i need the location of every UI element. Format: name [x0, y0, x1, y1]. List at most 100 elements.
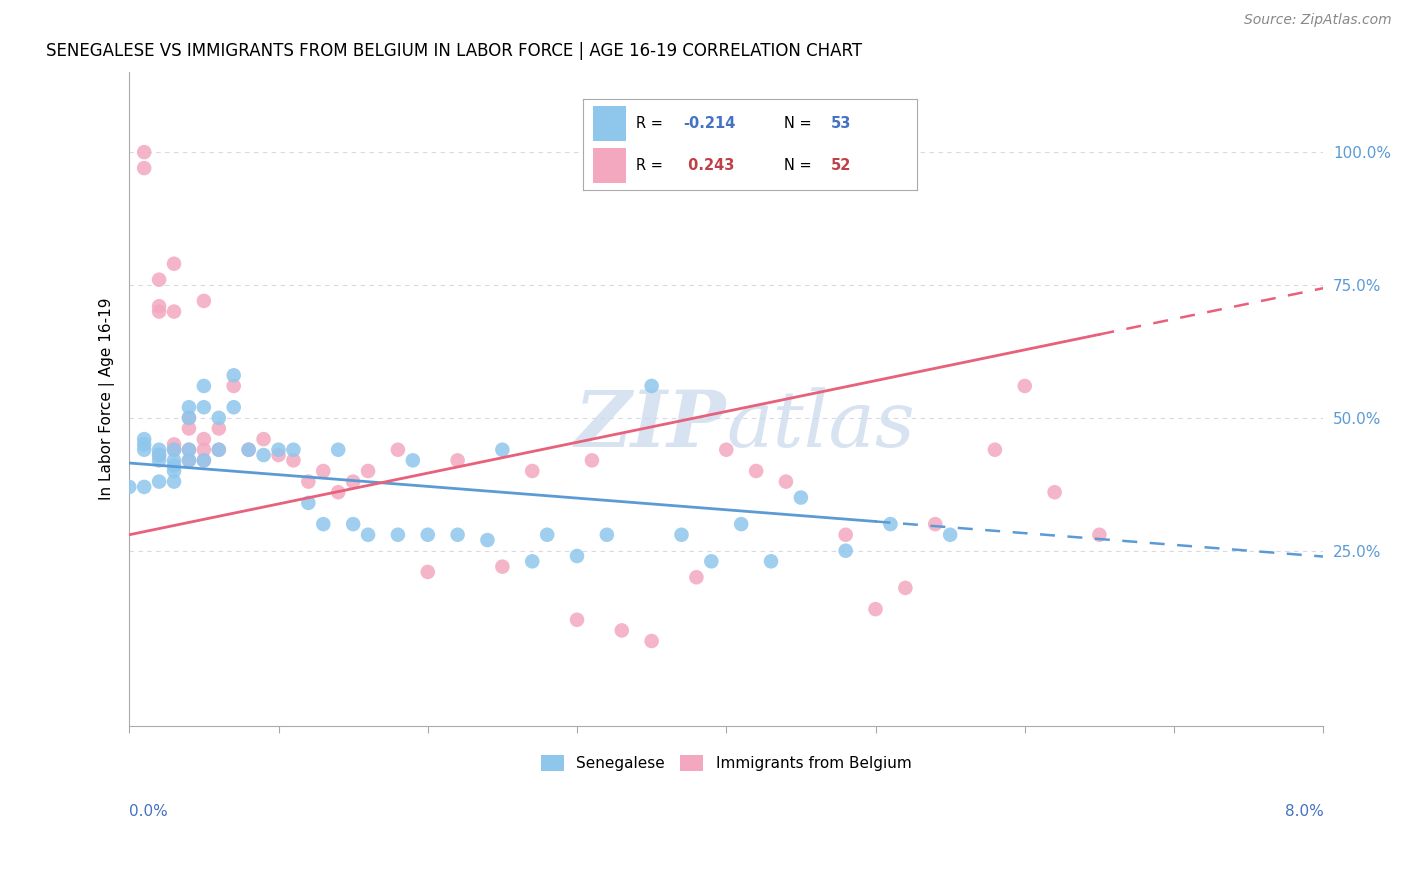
Text: ZIP: ZIP [575, 387, 727, 464]
Point [208, 410, 231, 425]
Point [730, 517, 752, 532]
Point [222, 401, 245, 415]
Text: Source: ZipAtlas.com: Source: ZipAtlas.com [1244, 13, 1392, 28]
Point [163, 453, 186, 467]
Point [745, 464, 768, 478]
Point [177, 421, 200, 435]
Point [297, 475, 319, 489]
Point [312, 517, 335, 532]
Point [163, 442, 186, 457]
Point [834, 543, 856, 558]
Text: 0.0%: 0.0% [129, 805, 167, 820]
Point [177, 442, 200, 457]
Point [446, 527, 468, 541]
Point [522, 464, 544, 478]
Point [939, 527, 962, 541]
Point [193, 442, 215, 457]
Point [416, 527, 439, 541]
Point [565, 613, 588, 627]
Text: 8.0%: 8.0% [1285, 805, 1323, 820]
Point [865, 602, 887, 616]
Point [222, 379, 245, 393]
Text: SENEGALESE VS IMMIGRANTS FROM BELGIUM IN LABOR FORCE | AGE 16-19 CORRELATION CHA: SENEGALESE VS IMMIGRANTS FROM BELGIUM IN… [45, 42, 862, 60]
Point [163, 442, 186, 457]
Legend: Senegalese, Immigrants from Belgium: Senegalese, Immigrants from Belgium [536, 749, 917, 777]
Point [238, 442, 260, 457]
Point [834, 527, 856, 541]
Point [759, 554, 782, 568]
Point [775, 475, 797, 489]
Point [446, 453, 468, 467]
Point [477, 533, 499, 547]
Point [1088, 527, 1111, 541]
Point [1014, 379, 1036, 393]
Point [267, 442, 290, 457]
Point [148, 442, 170, 457]
Point [522, 554, 544, 568]
Point [252, 448, 274, 462]
Point [208, 421, 231, 435]
Point [267, 448, 290, 462]
Point [416, 565, 439, 579]
Point [134, 161, 156, 175]
Point [283, 442, 305, 457]
Point [685, 570, 707, 584]
Point [716, 442, 738, 457]
Point [148, 453, 170, 467]
Point [177, 453, 200, 467]
Point [1043, 485, 1066, 500]
Point [177, 410, 200, 425]
Point [208, 442, 231, 457]
Point [148, 299, 170, 313]
Point [148, 304, 170, 318]
Point [134, 145, 156, 160]
Point [342, 475, 364, 489]
Point [163, 464, 186, 478]
Point [671, 527, 693, 541]
Point [700, 554, 723, 568]
Point [163, 437, 186, 451]
Point [148, 475, 170, 489]
Point [790, 491, 813, 505]
Point [193, 379, 215, 393]
Point [193, 293, 215, 308]
Point [193, 453, 215, 467]
Point [357, 464, 380, 478]
Point [342, 517, 364, 532]
Point [536, 527, 558, 541]
Point [177, 442, 200, 457]
Point [283, 453, 305, 467]
Text: atlas: atlas [727, 387, 915, 464]
Point [163, 304, 186, 318]
Y-axis label: In Labor Force | Age 16-19: In Labor Force | Age 16-19 [100, 298, 115, 500]
Point [924, 517, 946, 532]
Point [297, 496, 319, 510]
Point [238, 442, 260, 457]
Point [177, 410, 200, 425]
Point [565, 549, 588, 563]
Point [148, 448, 170, 462]
Point [222, 368, 245, 383]
Point [208, 442, 231, 457]
Point [640, 634, 662, 648]
Point [640, 379, 662, 393]
Point [148, 448, 170, 462]
Point [387, 442, 409, 457]
Point [163, 475, 186, 489]
Point [252, 432, 274, 446]
Point [163, 257, 186, 271]
Point [402, 453, 425, 467]
Point [984, 442, 1007, 457]
Point [134, 437, 156, 451]
Point [163, 458, 186, 473]
Point [328, 442, 350, 457]
Point [177, 453, 200, 467]
Point [491, 559, 513, 574]
Point [491, 442, 513, 457]
Point [357, 527, 380, 541]
Point [193, 432, 215, 446]
Point [596, 527, 619, 541]
Point [177, 401, 200, 415]
Point [118, 480, 141, 494]
Point [134, 442, 156, 457]
